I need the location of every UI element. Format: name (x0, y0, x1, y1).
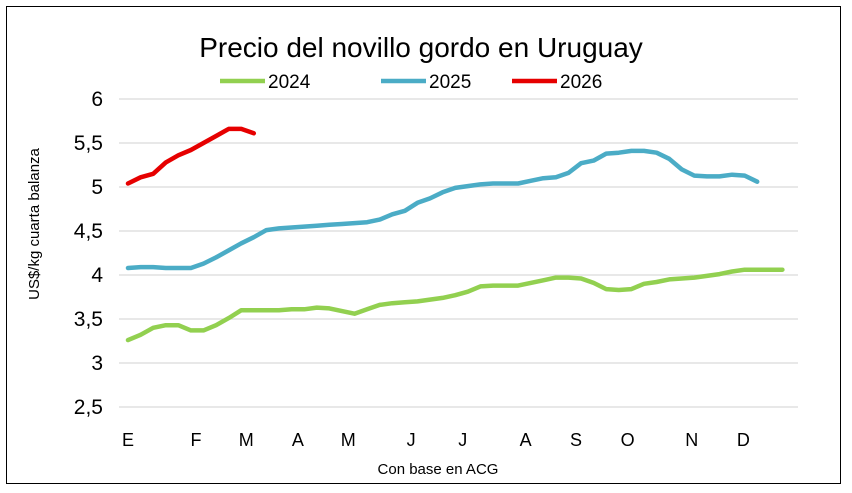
x-tick-label: A (520, 430, 532, 450)
y-tick-label: 3 (91, 352, 103, 375)
x-axis-label: Con base en ACG (378, 461, 499, 478)
x-tick-label: N (685, 430, 698, 450)
series-line-2025 (125, 148, 760, 271)
y-tick-label: 4 (91, 264, 103, 287)
y-tick-label: 5 (91, 176, 103, 199)
x-tick-label: S (570, 430, 582, 450)
y-tick-label: 2,5 (74, 396, 103, 419)
y-tick-label: 5,5 (74, 132, 103, 155)
legend-label-2026: 2026 (560, 72, 602, 93)
series-line-2026 (125, 126, 257, 186)
legend-label-2025: 2025 (429, 72, 471, 93)
x-tick-label: M (239, 430, 254, 450)
x-tick-label: J (458, 430, 467, 450)
x-tick-label: J (407, 430, 416, 450)
series-lines (125, 126, 785, 343)
x-tick-label: O (621, 430, 635, 450)
legend: 2024 2025 2026 (220, 72, 602, 93)
x-tick-label: M (341, 430, 356, 450)
y-tick-label: 3,5 (74, 308, 103, 331)
series-line-2024 (125, 267, 785, 343)
x-tick-label: F (190, 430, 201, 450)
x-tick-label: A (292, 430, 304, 450)
y-axis-label: US$/kg cuarta balanza (26, 147, 43, 299)
legend-label-2024: 2024 (268, 72, 311, 93)
y-axis-ticks: 6 5,5 5 4,5 4 3,5 3 2,5 (74, 88, 104, 419)
x-tick-label: E (122, 430, 134, 450)
chart-frame (6, 6, 841, 484)
y-tick-label: 4,5 (74, 220, 103, 243)
y-tick-label: 6 (91, 88, 103, 111)
chart-title: Precio del novillo gordo en Uruguay (199, 32, 643, 63)
x-tick-label: D (737, 430, 750, 450)
